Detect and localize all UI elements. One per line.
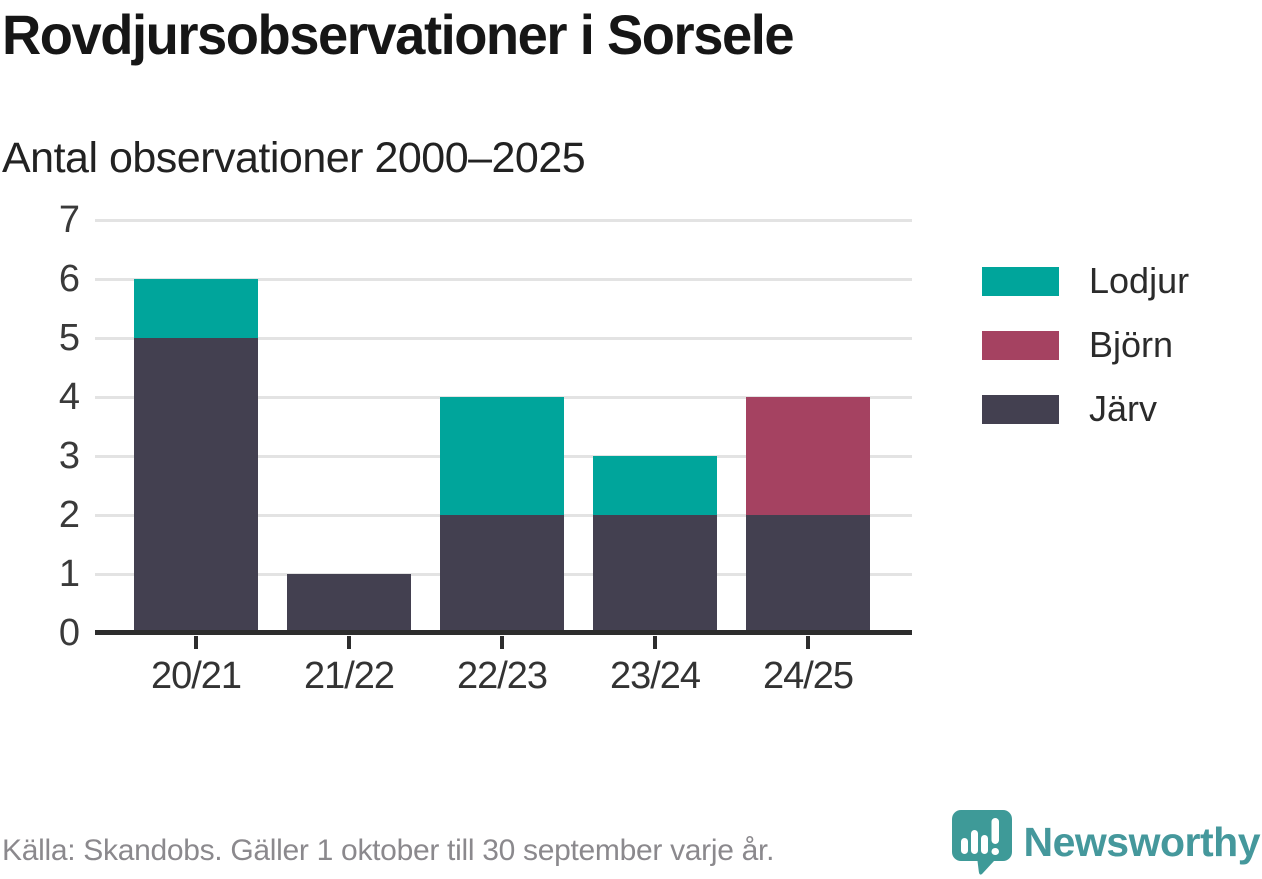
bar-20-21-järv (134, 338, 258, 633)
source-note: Källa: Skandobs. Gäller 1 oktober till 3… (2, 834, 775, 867)
y-tick-label: 6 (58, 258, 80, 300)
y-tick-label: 1 (58, 553, 80, 595)
y-tick-label: 3 (58, 435, 80, 477)
x-tick-label: 21/22 (303, 655, 395, 697)
bar-23-24-järv (593, 515, 717, 633)
gridline-y7 (95, 218, 912, 222)
plot-area: 20/21 21/22 22/23 23/24 24/25 (95, 218, 912, 697)
y-tick-label: 4 (58, 376, 80, 418)
bar-22-23-lodjur (440, 397, 564, 515)
y-tick-label: 0 (58, 612, 80, 654)
gridline-y6 (95, 277, 912, 281)
bar-24-25-björn (746, 397, 870, 515)
y-tick-label: 2 (58, 494, 80, 536)
x-tick-label: 20/21 (150, 655, 242, 697)
x-tick-label: 24/25 (762, 655, 854, 697)
x-tick-label: 23/24 (609, 655, 701, 697)
x-tick (347, 636, 351, 649)
x-axis-baseline (95, 630, 912, 635)
legend-swatch-järv (982, 394, 1059, 424)
x-tick (500, 636, 504, 649)
legend-item-björn: Björn (982, 327, 1189, 363)
x-tick (806, 636, 810, 649)
x-tick (653, 636, 657, 649)
x-tick-label: 22/23 (456, 655, 548, 697)
bar-21-22-järv (287, 574, 411, 633)
legend-label: Järv (1089, 388, 1158, 429)
bar-23-24-lodjur (593, 456, 717, 515)
bar-20-21-lodjur (134, 279, 258, 338)
chart-title: Rovdjursobservationer i Sorsele (2, 3, 795, 66)
brand-wordmark: Newsworthy (1023, 818, 1261, 865)
legend-label: Björn (1089, 324, 1174, 365)
chart-subtitle: Antal observationer 2000–2025 (2, 134, 586, 182)
legend-item-lodjur: Lodjur (982, 263, 1189, 299)
newsworthy-logo-icon (951, 810, 1012, 875)
bar-24-25-järv (746, 515, 870, 633)
brand-logo: Newsworthy (950, 809, 1261, 875)
x-tick (194, 636, 198, 649)
y-tick-label: 5 (58, 317, 80, 359)
legend: Lodjur Björn Järv (982, 263, 1189, 427)
legend-swatch-björn (982, 330, 1059, 360)
legend-swatch-lodjur (982, 266, 1059, 296)
legend-label: Lodjur (1089, 260, 1190, 301)
y-axis-labels: 0 1 2 3 4 5 6 7 (0, 201, 80, 652)
gridline-y5 (95, 336, 912, 340)
legend-item-järv: Järv (982, 391, 1189, 427)
bar-22-23-järv (440, 515, 564, 633)
y-tick-label: 7 (58, 199, 80, 241)
